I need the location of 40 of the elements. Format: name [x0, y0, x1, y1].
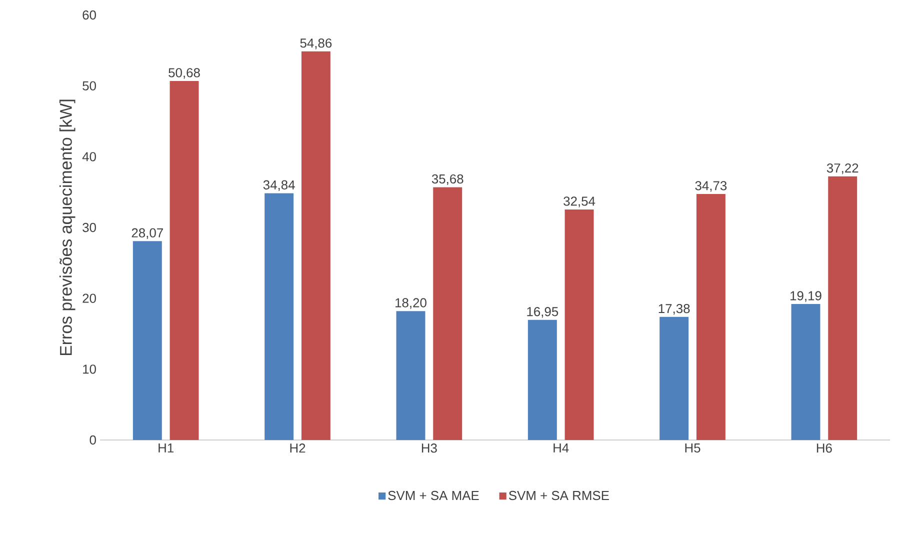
- legend-label: SVM + SA RMSE: [508, 490, 609, 500]
- bar: [170, 81, 199, 440]
- y-tick-label: 40: [82, 152, 96, 162]
- y-tick-label: 60: [82, 10, 96, 20]
- data-label: 18,20: [396, 298, 426, 309]
- data-label: 34,73: [695, 181, 727, 192]
- bar: [264, 193, 294, 440]
- bar: [828, 176, 858, 440]
- bar: [301, 51, 330, 440]
- bar: [564, 209, 594, 440]
- y-tick-label: 20: [82, 294, 96, 303]
- data-label: 17,38: [658, 304, 690, 315]
- y-tick-label: 50: [82, 81, 96, 90]
- data-label: 37,22: [826, 163, 858, 174]
- bar: [433, 187, 462, 440]
- legend-label: SVM + SA MAE: [388, 490, 479, 500]
- x-tick-label: H6: [816, 444, 832, 453]
- bar: [696, 194, 726, 440]
- data-label: 28,07: [132, 228, 163, 239]
- bar: [791, 304, 820, 440]
- x-tick-label: H3: [422, 444, 437, 453]
- x-tick-label: H2: [290, 444, 306, 453]
- data-label: 50,68: [168, 68, 200, 79]
- y-tick-label: 30: [82, 222, 96, 232]
- data-label: 19,19: [790, 291, 822, 302]
- bar: [660, 316, 689, 440]
- data-label: 54,86: [300, 38, 332, 50]
- data-label: 34,84: [263, 180, 295, 192]
- x-tick-label: H1: [158, 444, 174, 452]
- bar: [528, 320, 557, 440]
- data-label: 35,68: [432, 174, 464, 186]
- y-tick-label: 0: [90, 435, 96, 445]
- data-label: 16,95: [527, 307, 558, 318]
- x-tick-label: H5: [685, 444, 700, 453]
- y-axis-title: Erros previsões aquecimento [kW]: [59, 100, 76, 356]
- y-tick-label: 10: [83, 364, 96, 374]
- bar: [396, 311, 426, 440]
- data-label: 32,54: [564, 196, 596, 208]
- bar: [132, 241, 162, 440]
- x-tick-label: H4: [554, 444, 569, 452]
